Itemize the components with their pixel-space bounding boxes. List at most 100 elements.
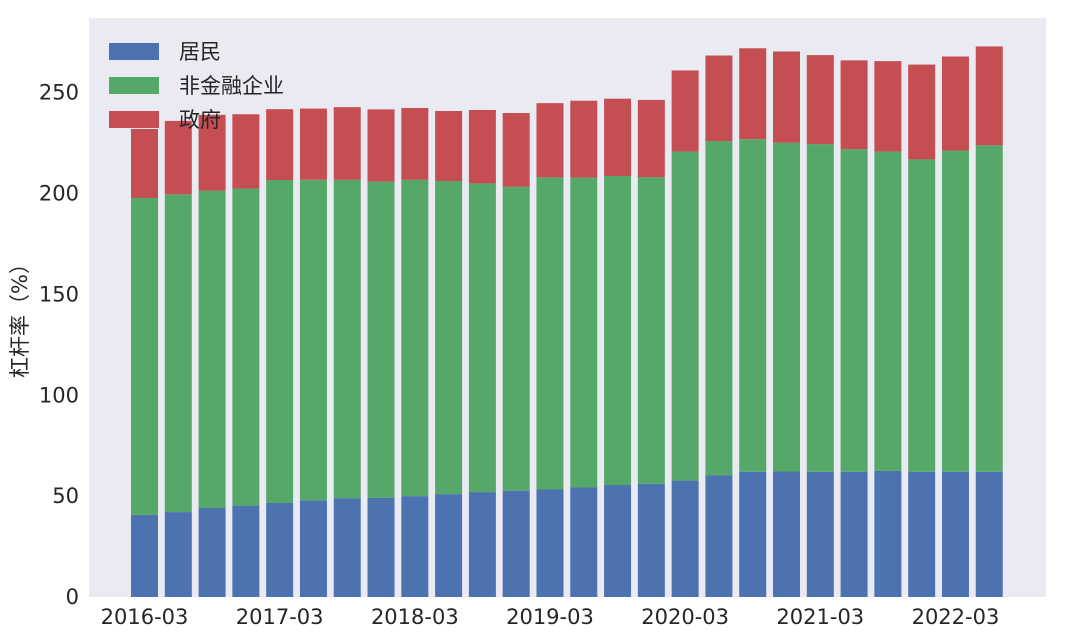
x-tick-label: 2017-03 xyxy=(236,605,324,629)
bar-2017-03-series-2 xyxy=(266,109,294,180)
x-tick-label: 2022-03 xyxy=(912,605,1000,629)
legend-label-0: 居民 xyxy=(179,40,221,64)
y-tick-label: 100 xyxy=(39,383,79,407)
bar-2022-03-series-0 xyxy=(941,471,969,597)
bar-2021-09-series-1 xyxy=(874,151,902,471)
bar-2021-12-series-2 xyxy=(908,64,936,160)
x-tick-label: 2020-03 xyxy=(641,605,729,629)
bar-2019-09-series-2 xyxy=(604,98,632,176)
x-tick-label: 2016-03 xyxy=(101,605,189,629)
bar-2017-09-series-1 xyxy=(333,179,361,499)
bar-2020-12-series-1 xyxy=(773,142,801,472)
bar-2021-06-series-2 xyxy=(840,60,868,150)
bar-2018-03-series-2 xyxy=(401,107,429,180)
bar-2016-09-series-2 xyxy=(198,114,226,191)
bar-2022-03-series-1 xyxy=(941,150,969,472)
bar-2017-06-series-2 xyxy=(299,108,327,180)
bar-2021-03-series-0 xyxy=(806,471,834,597)
bar-2019-06-series-0 xyxy=(570,487,598,597)
bar-2020-09-series-0 xyxy=(739,471,767,597)
bar-2018-12-series-1 xyxy=(502,186,530,491)
bar-2020-03-series-1 xyxy=(671,151,699,481)
bar-2016-03-series-2 xyxy=(131,128,158,198)
y-tick-label: 200 xyxy=(39,182,79,206)
bar-2016-12-series-2 xyxy=(232,114,260,189)
x-tick-label: 2018-03 xyxy=(371,605,459,629)
bar-2021-09-series-2 xyxy=(874,61,902,152)
bar-2016-09-series-0 xyxy=(198,508,226,597)
bar-2017-12-series-1 xyxy=(367,181,395,498)
bar-2022-06-series-2 xyxy=(975,46,1003,146)
bar-2021-03-series-1 xyxy=(806,144,834,472)
bar-2016-12-series-1 xyxy=(232,188,260,506)
y-axis-ticks: 0 50 100 150 200 250 xyxy=(39,81,79,609)
bar-2019-06-series-2 xyxy=(570,100,598,178)
bar-2020-03-series-2 xyxy=(671,70,699,152)
bar-2020-12-series-0 xyxy=(773,471,801,597)
bar-2021-09-series-0 xyxy=(874,470,902,597)
bar-2018-06-series-0 xyxy=(435,494,463,597)
bar-2016-03-series-0 xyxy=(131,514,158,597)
bar-2021-12-series-1 xyxy=(908,159,936,472)
x-tick-label: 2019-03 xyxy=(506,605,594,629)
bar-2017-12-series-0 xyxy=(367,497,395,597)
bar-2019-12-series-1 xyxy=(637,177,665,484)
bar-2018-09-series-2 xyxy=(468,109,496,184)
bar-2019-06-series-1 xyxy=(570,177,598,488)
bar-2019-03-series-2 xyxy=(536,103,564,178)
bar-2017-09-series-0 xyxy=(333,498,361,597)
bar-2016-06-series-2 xyxy=(164,120,192,195)
y-tick-label: 50 xyxy=(52,484,79,508)
bar-2019-09-series-0 xyxy=(604,485,632,597)
bar-2018-03-series-0 xyxy=(401,496,429,597)
bar-2019-03-series-0 xyxy=(536,489,564,597)
bar-2017-03-series-1 xyxy=(266,180,294,503)
bar-2018-12-series-0 xyxy=(502,490,530,597)
y-tick-label: 250 xyxy=(39,81,79,105)
bar-2018-12-series-2 xyxy=(502,113,530,187)
bar-2016-09-series-1 xyxy=(198,190,226,509)
x-tick-label: 2021-03 xyxy=(776,605,864,629)
y-axis-label: 杠杆率（%） xyxy=(8,253,32,378)
bar-2020-06-series-0 xyxy=(705,475,733,597)
bar-2021-03-series-2 xyxy=(806,55,834,145)
bar-2019-03-series-1 xyxy=(536,177,564,490)
bar-2020-12-series-2 xyxy=(773,51,801,143)
bar-2020-09-series-2 xyxy=(739,48,767,140)
bars-group xyxy=(131,46,1003,597)
bar-2018-03-series-1 xyxy=(401,179,429,497)
bar-2019-12-series-2 xyxy=(637,99,665,178)
bar-2017-06-series-1 xyxy=(299,179,327,501)
bar-2022-06-series-1 xyxy=(975,145,1003,472)
bar-2019-09-series-1 xyxy=(604,175,632,486)
x-axis-ticks: 2016-03 2017-03 2018-03 2019-03 2020-03 2021-… xyxy=(101,605,1000,629)
legend-label-1: 非金融企业 xyxy=(179,74,284,98)
bar-2018-06-series-1 xyxy=(435,181,463,495)
bar-2020-03-series-0 xyxy=(671,480,699,597)
bar-2020-06-series-2 xyxy=(705,55,733,142)
bar-2016-06-series-0 xyxy=(164,512,192,597)
y-tick-label: 150 xyxy=(39,282,79,306)
bar-2017-09-series-2 xyxy=(333,107,361,180)
bar-2018-06-series-2 xyxy=(435,111,463,181)
bar-2021-12-series-0 xyxy=(908,471,936,597)
bar-2020-09-series-1 xyxy=(739,139,767,472)
bar-2016-12-series-0 xyxy=(232,505,260,597)
bar-2016-06-series-1 xyxy=(164,194,192,513)
bar-2019-12-series-0 xyxy=(637,483,665,597)
bar-2022-03-series-2 xyxy=(941,56,969,151)
bar-2022-06-series-0 xyxy=(975,471,1003,597)
bar-2020-06-series-1 xyxy=(705,141,733,476)
y-tick-label: 0 xyxy=(66,585,79,609)
legend-label-2: 政府 xyxy=(179,108,221,132)
bar-2017-06-series-0 xyxy=(299,500,327,597)
bar-2016-03-series-1 xyxy=(131,197,158,515)
bar-2018-09-series-0 xyxy=(468,492,496,597)
bar-2017-03-series-0 xyxy=(266,502,294,597)
bar-2021-06-series-0 xyxy=(840,471,868,597)
legend-swatch-2 xyxy=(109,111,159,128)
bar-2017-12-series-2 xyxy=(367,109,395,182)
